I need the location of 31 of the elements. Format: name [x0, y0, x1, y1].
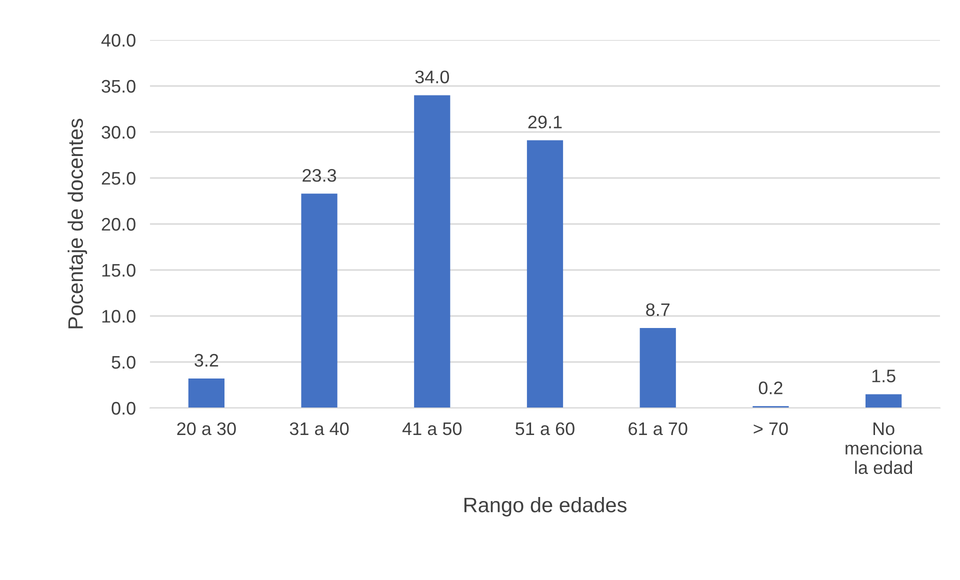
bar: [188, 378, 224, 408]
y-tick-label: 10.0: [102, 310, 136, 323]
data-label: 34.0: [415, 70, 450, 84]
x-tick-label: No menciona la edad: [846, 422, 923, 474]
x-tick-label: > 70: [754, 422, 788, 436]
bar: [301, 194, 338, 408]
data-label: 29.1: [528, 116, 562, 128]
y-tick-label: 30.0: [102, 126, 136, 139]
data-label: 0.2: [758, 382, 782, 394]
y-tick-label: 20.0: [102, 218, 136, 231]
y-axis-title: Pocentaje de docentes: [68, 118, 88, 328]
data-label: 1.5: [872, 370, 896, 382]
bar: [866, 394, 902, 408]
x-tick-label: 31 a 40: [290, 422, 349, 436]
x-tick-label: 51 a 60: [516, 422, 574, 436]
x-tick-label: 41 a 50: [402, 422, 462, 436]
bar: [640, 328, 676, 408]
x-axis-title: Rango de edades: [464, 497, 626, 516]
y-tick-label: 35.0: [102, 80, 136, 93]
data-label: 23.3: [302, 169, 336, 182]
y-tick-label: 5.0: [112, 356, 136, 369]
y-tick-label: 15.0: [102, 264, 136, 277]
y-tick-label: 25.0: [102, 172, 136, 185]
y-tick-label: 0.0: [112, 402, 136, 415]
data-label: 8.7: [646, 303, 670, 316]
bar: [526, 140, 564, 408]
x-tick-label: 61 a 70: [628, 422, 688, 436]
y-tick-label: 40.0: [101, 34, 136, 47]
data-label: 3.2: [194, 354, 218, 367]
x-tick-label: 20 a 30: [177, 422, 236, 436]
bar: [414, 95, 450, 408]
